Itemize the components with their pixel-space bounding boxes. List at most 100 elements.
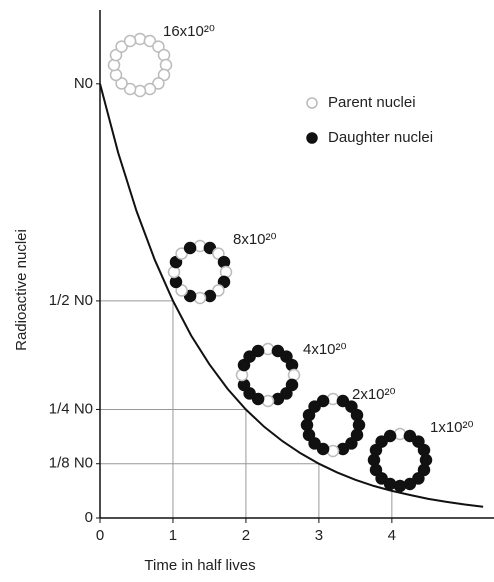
- parent-nucleus: [261, 394, 275, 408]
- daughter-nucleus: [169, 255, 183, 269]
- y-tick-label: 1/8 N0: [49, 455, 93, 472]
- y-axis-title: Radioactive nuclei: [13, 229, 30, 351]
- parent-nucleus: [219, 265, 233, 279]
- ring-label: 16x10²⁰: [163, 23, 215, 40]
- parent-nucleus: [175, 247, 188, 260]
- daughter-nucleus: [217, 275, 231, 289]
- nuclei-ring: [300, 392, 366, 458]
- daughter-nucleus: [369, 463, 383, 477]
- x-tick-label: 0: [96, 527, 104, 544]
- parent-nucleus: [157, 48, 171, 62]
- daughter-nucleus: [352, 418, 366, 432]
- daughter-nucleus: [383, 477, 397, 491]
- parent-nucleus: [326, 444, 340, 458]
- nuclei-ring: [167, 239, 233, 305]
- decay-curve: [99, 83, 484, 508]
- nuclei-ring: [107, 32, 173, 98]
- daughter-nucleus: [345, 437, 358, 450]
- parent-nucleus: [175, 284, 188, 297]
- daughter-nucleus: [308, 437, 321, 450]
- nuclei-ring: [235, 342, 301, 408]
- parent-nucleus: [109, 68, 123, 82]
- daughter-nucleus: [302, 408, 316, 422]
- parent-nucleus: [193, 239, 207, 253]
- y-tick-label: 1/4 N0: [49, 400, 93, 417]
- daughter-nucleus: [369, 443, 383, 457]
- parent-nucleus: [152, 40, 165, 53]
- parent-nucleus: [159, 58, 173, 72]
- daughter-nucleus: [280, 387, 293, 400]
- parent-nucleus: [393, 427, 407, 441]
- y-tick-label: 0: [85, 509, 93, 526]
- daughter-nucleus: [237, 358, 251, 372]
- daughter-nucleus: [336, 394, 350, 408]
- parent-nucleus: [193, 291, 207, 305]
- daughter-nucleus: [403, 477, 417, 491]
- parent-nucleus: [212, 284, 225, 297]
- daughter-nucleus: [367, 453, 381, 467]
- daughter-nucleus: [300, 418, 314, 432]
- daughter-nucleus: [350, 408, 364, 422]
- daughter-nucleus: [393, 479, 407, 493]
- parent-nucleus: [133, 32, 147, 46]
- daughter-nucleus: [183, 289, 197, 303]
- ring-label: 1x10²⁰: [430, 419, 474, 436]
- daughter-nucleus: [316, 394, 330, 408]
- daughter-nucleus: [251, 344, 265, 358]
- parent-nucleus: [152, 77, 165, 90]
- daughter-nucleus: [383, 429, 397, 443]
- parent-nucleus: [143, 82, 157, 96]
- ring-label: 4x10²⁰: [303, 341, 347, 358]
- daughter-nucleus: [251, 392, 265, 406]
- parent-nucleus: [123, 82, 137, 96]
- ring-label: 8x10²⁰: [233, 231, 277, 248]
- ring-label: 2x10²⁰: [352, 386, 396, 403]
- parent-nucleus: [133, 84, 147, 98]
- x-tick-label: 2: [242, 527, 250, 544]
- daughter-nucleus: [237, 378, 251, 392]
- daughter-nucleus: [183, 241, 197, 255]
- parent-nucleus: [235, 368, 249, 382]
- parent-nucleus: [123, 34, 137, 48]
- daughter-nucleus: [271, 344, 285, 358]
- daughter-nucleus: [285, 358, 299, 372]
- parent-nucleus: [115, 40, 128, 53]
- legend-label: Daughter nuclei: [328, 129, 433, 146]
- parent-nucleus: [157, 68, 171, 82]
- parent-nucleus: [115, 77, 128, 90]
- x-tick-label: 1: [169, 527, 177, 544]
- daughter-nucleus: [417, 443, 431, 457]
- daughter-nucleus: [375, 472, 388, 485]
- daughter-nucleus: [217, 255, 231, 269]
- parent-nucleus: [109, 48, 123, 62]
- daughter-nucleus: [243, 350, 256, 363]
- daughter-nucleus: [302, 428, 316, 442]
- daughter-nucleus: [403, 429, 417, 443]
- x-axis-title: Time in half lives: [144, 557, 255, 574]
- daughter-nucleus: [375, 435, 388, 448]
- daughter-nucleus: [316, 442, 330, 456]
- legend-marker: [306, 132, 318, 144]
- parent-nucleus: [261, 342, 275, 356]
- daughter-nucleus: [308, 400, 321, 413]
- daughter-nucleus: [285, 378, 299, 392]
- daughter-nucleus: [412, 435, 425, 448]
- daughter-nucleus: [169, 275, 183, 289]
- daughter-nucleus: [243, 387, 256, 400]
- parent-nucleus: [287, 368, 301, 382]
- daughter-nucleus: [345, 400, 358, 413]
- parent-nucleus: [143, 34, 157, 48]
- daughter-nucleus: [280, 350, 293, 363]
- legend-label: Parent nuclei: [328, 94, 416, 111]
- x-tick-label: 3: [315, 527, 323, 544]
- parent-nucleus: [326, 392, 340, 406]
- y-tick-label: N0: [74, 75, 93, 92]
- daughter-nucleus: [419, 453, 433, 467]
- daughter-nucleus: [203, 289, 217, 303]
- nuclei-ring: [367, 427, 433, 493]
- legend-marker: [306, 97, 318, 109]
- daughter-nucleus: [271, 392, 285, 406]
- parent-nucleus: [167, 265, 181, 279]
